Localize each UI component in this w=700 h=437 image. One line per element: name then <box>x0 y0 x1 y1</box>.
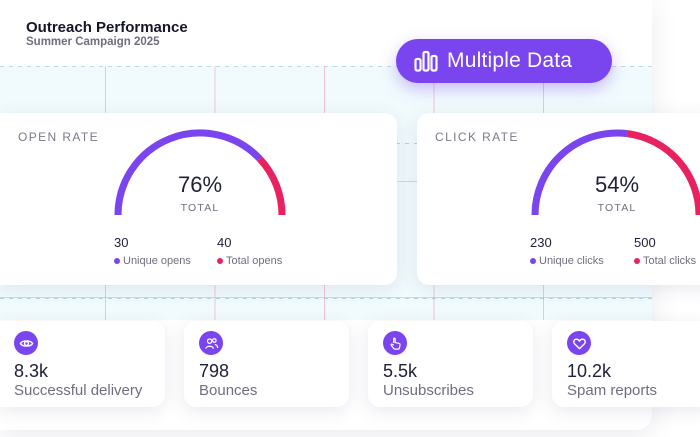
eye-icon <box>14 331 38 355</box>
stat-value: 30 <box>114 235 129 250</box>
stat-value: 40 <box>217 235 232 250</box>
legend-dot <box>217 258 223 264</box>
metric-value: 8.3k <box>14 361 49 381</box>
multiple-data-label: Multiple Data <box>447 49 573 72</box>
page-title: Outreach Performance <box>26 19 188 36</box>
gauge-secondary-arc <box>257 156 286 216</box>
stat-label: Total clicks <box>643 255 697 267</box>
gauge-primary-arc <box>531 129 628 216</box>
metric-value: 10.2k <box>567 361 612 381</box>
gauge-secondary-arc <box>626 130 700 216</box>
metric-value: 798 <box>199 361 230 381</box>
click-rate-percent: 54% <box>594 172 640 197</box>
metric-card-spam: 10.2k Spam reports <box>552 321 700 407</box>
open-rate-title: OPEN RATE <box>18 130 100 144</box>
metric-label: Unsubscribes <box>383 382 474 399</box>
stat-label: Unique opens <box>123 255 191 267</box>
bar-chart-icon <box>414 50 438 72</box>
hand-pointer-icon <box>383 331 407 355</box>
gauge-primary-arc <box>114 129 263 216</box>
stat-value: 230 <box>530 235 552 250</box>
metric-label: Bounces <box>199 382 258 399</box>
metric-card-bounces: 798 Bounces <box>184 321 349 407</box>
open-rate-total-label: TOTAL <box>180 202 220 214</box>
click-rate-gauge <box>531 129 700 216</box>
multiple-data-button[interactable]: Multiple Data <box>396 39 612 83</box>
open-rate-card: OPEN RATE 76% TOTAL 30 Unique opens 40 T… <box>0 113 397 285</box>
metric-value: 5.5k <box>383 361 418 381</box>
open-rate-percent: 76% <box>177 172 223 197</box>
open-stat-unique: 30 Unique opens <box>114 235 191 267</box>
stat-label-row: Total clicks <box>634 255 696 267</box>
metric-label: Spam reports <box>567 382 658 399</box>
click-rate-card: CLICK RATE 54% TOTAL 230 Unique clicks 5… <box>417 113 700 285</box>
click-stat-total: 500 Total clicks <box>634 235 696 267</box>
stat-label-row: Total opens <box>217 255 282 267</box>
open-stat-total: 40 Total opens <box>217 235 282 267</box>
users-icon <box>199 331 223 355</box>
metric-label: Successful delivery <box>14 382 143 399</box>
legend-dot <box>530 258 536 264</box>
open-rate-gauge <box>114 129 286 216</box>
heart-icon <box>567 331 591 355</box>
click-stat-unique: 230 Unique clicks <box>530 235 604 267</box>
metric-card-delivery: 8.3k Successful delivery <box>0 321 165 407</box>
page-subtitle: Summer Campaign 2025 <box>26 36 160 48</box>
stat-label-row: Unique opens <box>114 255 191 267</box>
stat-label: Unique clicks <box>539 255 604 267</box>
grid-dash-line <box>0 298 652 299</box>
stat-value: 500 <box>634 235 656 250</box>
click-rate-total-label: TOTAL <box>597 202 637 214</box>
legend-dot <box>114 258 120 264</box>
click-rate-title: CLICK RATE <box>435 130 519 144</box>
metric-card-unsubscribes: 5.5k Unsubscribes <box>368 321 533 407</box>
stat-label: Total opens <box>226 255 283 267</box>
stat-label-row: Unique clicks <box>530 255 604 267</box>
legend-dot <box>634 258 640 264</box>
